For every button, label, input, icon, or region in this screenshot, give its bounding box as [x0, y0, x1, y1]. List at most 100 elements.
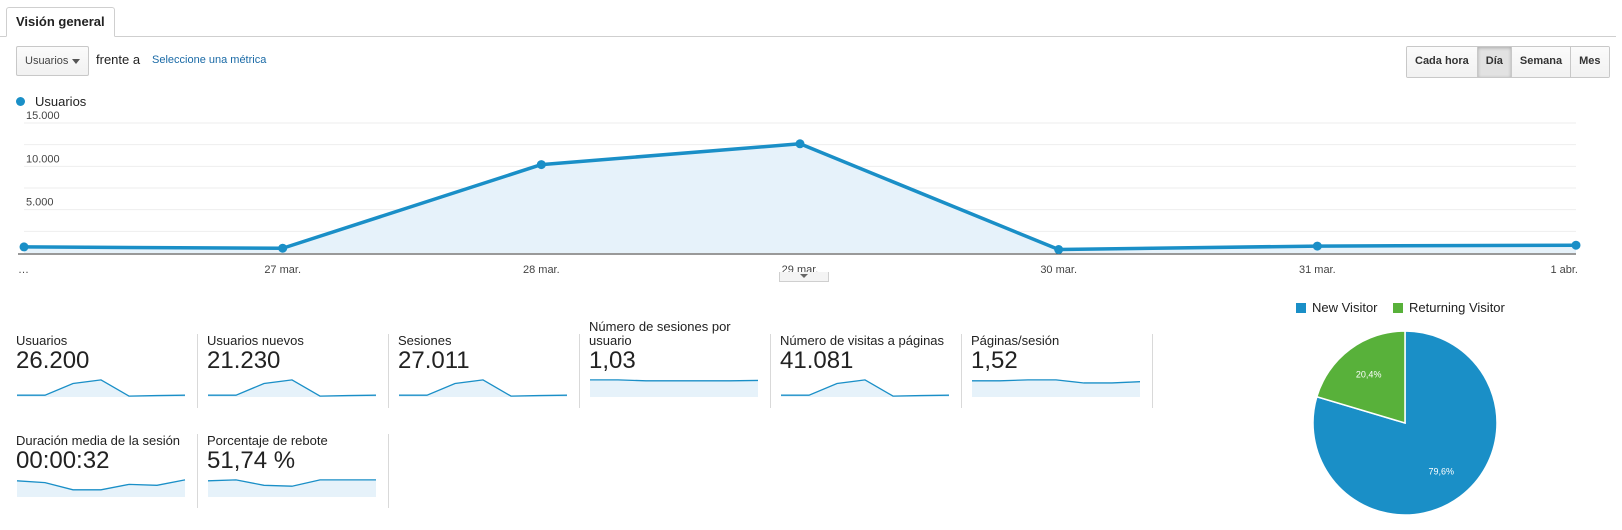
metric-separator [388, 334, 389, 408]
x-tick-label: 30 mar. [1040, 264, 1077, 274]
metric-sparkline [590, 379, 759, 397]
metric-label: Sesiones [398, 333, 452, 348]
metric-value: 51,74 % [207, 447, 296, 474]
pie-legend-returning: Returning Visitor [1393, 300, 1505, 315]
granularity-day-button[interactable]: Día [1476, 47, 1511, 77]
y-tick-label: 10.000 [26, 153, 60, 165]
metric-tile[interactable]: Usuarios nuevos 21.230 [207, 318, 385, 397]
data-point[interactable] [19, 242, 29, 252]
sparkline-fill [17, 379, 185, 397]
sparkline-fill [208, 379, 376, 397]
legend-square-icon [1296, 302, 1306, 313]
metric-sparkline [972, 379, 1141, 397]
pie-legend-label: Returning Visitor [1409, 300, 1505, 315]
metric-sparkline [16, 479, 186, 497]
metric-tile[interactable]: Usuarios 26.200 [16, 318, 194, 397]
metric-label: Número de sesiones por usuario [589, 319, 731, 348]
pie-slice[interactable] [1315, 330, 1406, 425]
metric-separator [579, 334, 580, 408]
sparkline-fill [781, 379, 949, 397]
metric-separator [388, 434, 389, 508]
data-point[interactable] [1312, 241, 1322, 251]
sparkline-line [399, 379, 568, 397]
metric-label: Usuarios nuevos [207, 333, 304, 348]
x-tick-label: 31 mar. [1299, 264, 1336, 274]
metric-tile[interactable]: Duración media de la sesión 00:00:32 [16, 418, 194, 497]
sparkline-line [208, 379, 377, 397]
triangle-down-icon [800, 274, 808, 278]
metric-separator [770, 334, 771, 408]
pie-legend-new: New Visitor [1296, 300, 1378, 315]
data-point[interactable] [1054, 245, 1064, 255]
sparkline-fill [590, 379, 758, 397]
data-point[interactable] [795, 139, 805, 149]
metric-separator [961, 334, 962, 408]
metric-sparkline [399, 379, 568, 397]
sparkline-line [207, 479, 376, 487]
metric-label: Porcentaje de rebote [207, 433, 328, 448]
pie-slice-label: 20,4% [1356, 369, 1382, 379]
data-point[interactable] [278, 243, 288, 253]
sparkline-fill [399, 379, 567, 397]
metric-value: 26.200 [16, 347, 90, 374]
metric-tile[interactable]: Páginas/sesión 1,52 [971, 318, 1149, 397]
metric-label: Usuarios [16, 333, 68, 348]
chart-legend: Usuarios [16, 94, 86, 109]
sparkline-fill [208, 479, 376, 497]
metric-label: Número de visitas a páginas [780, 333, 945, 348]
metric-sparkline [207, 479, 376, 497]
metric-label: Páginas/sesión [971, 333, 1060, 348]
y-tick-label: 5.000 [26, 197, 54, 209]
sparkline-line [16, 479, 186, 491]
granularity-hourly-button[interactable]: Cada hora [1407, 47, 1477, 77]
versus-label: frente a [96, 52, 141, 67]
tab-overview[interactable]: Visión general [6, 7, 115, 37]
sparkline-line [972, 379, 1141, 384]
legend-dot-icon [16, 97, 25, 106]
x-tick-label: … [18, 264, 29, 274]
granularity-week-button[interactable]: Semana [1510, 47, 1571, 77]
metric-value: 41.081 [780, 347, 854, 374]
metric-separator [197, 334, 198, 408]
metric-tile[interactable]: Porcentaje de rebote 51,74 % [207, 418, 385, 497]
metric-tile[interactable]: Sesiones 27.011 [398, 318, 576, 397]
metric-dropdown-value: Usuarios [25, 55, 69, 67]
data-point[interactable] [536, 160, 546, 170]
metric-separator [197, 434, 198, 508]
x-tick-label: 1 abr. [1550, 264, 1578, 274]
users-line-chart: 5.000 10.000 15.000 … 27 mar. 28 mar. 29 mar. 3… [18, 110, 1581, 274]
metric-value: 1,52 [971, 347, 1018, 374]
metric-label: Duración media de la sesión [16, 433, 181, 448]
pie-slice-label: 79,6% [1429, 467, 1455, 477]
chart-expand-handle[interactable] [779, 272, 829, 282]
metric-dropdown[interactable]: Usuarios [16, 46, 89, 76]
pie-legend-label: New Visitor [1312, 300, 1378, 315]
metric-sparkline [208, 379, 377, 397]
metric-sparkline [17, 379, 186, 397]
sparkline-fill [17, 479, 185, 497]
data-point[interactable] [1571, 240, 1581, 250]
x-tick-label: 28 mar. [523, 264, 560, 274]
metric-tile[interactable]: Número de sesiones por usuario 1,03 [589, 318, 767, 397]
legend-label: Usuarios [35, 94, 87, 109]
sparkline-line [781, 379, 950, 397]
tab-bar: Visión general [0, 0, 1616, 37]
sparkline-fill [972, 379, 1140, 397]
caret-down-icon [72, 59, 80, 64]
users-area-fill [24, 143, 1576, 253]
metric-value: 21.230 [207, 347, 281, 374]
metric-separator [1152, 334, 1153, 408]
metric-tile[interactable]: Número de visitas a páginas 41.081 [780, 318, 958, 397]
x-tick-label: 29 mar. [782, 264, 819, 274]
metric-value: 00:00:32 [16, 447, 110, 474]
y-tick-label: 15.000 [26, 110, 60, 122]
legend-square-icon [1393, 302, 1403, 313]
metric-sparkline [781, 379, 950, 397]
sparkline-line [17, 379, 186, 397]
granularity-month-button[interactable]: Mes [1570, 47, 1609, 77]
select-metric-link[interactable]: Seleccione una métrica [152, 54, 267, 66]
granularity-toggle: Cada hora Día Semana Mes [1406, 46, 1610, 78]
metric-value: 1,03 [589, 347, 636, 374]
metric-value: 27.011 [398, 347, 470, 374]
visitor-type-pie-chart: 79,6% 20,4% [1312, 330, 1498, 516]
